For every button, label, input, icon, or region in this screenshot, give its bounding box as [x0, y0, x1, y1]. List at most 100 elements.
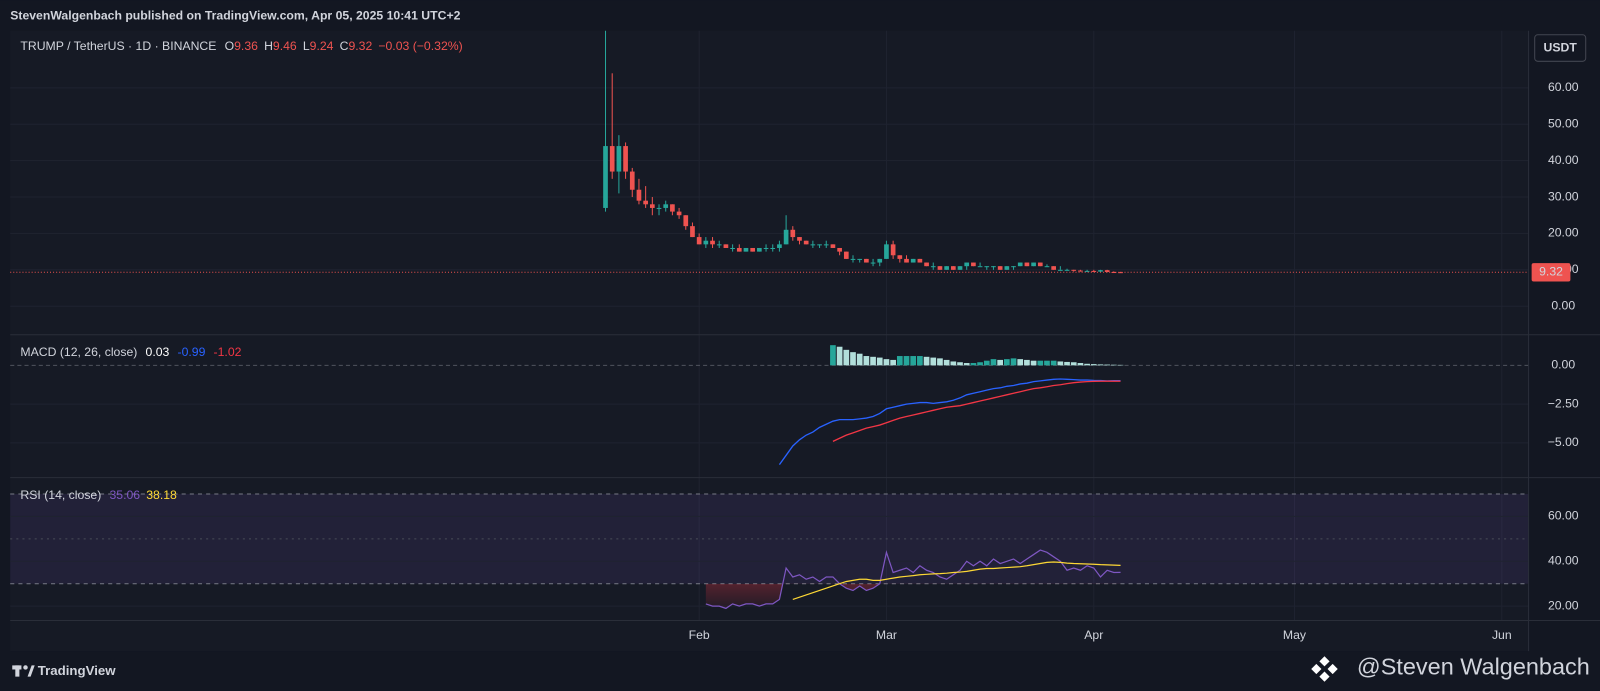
histogram-bar [1017, 359, 1024, 366]
legend: TRUMP / TetherUS · 1D · BINANCE O9.36 H9.4… [20, 39, 462, 53]
ohlc-value: 9.24 [310, 39, 334, 53]
ohlc-value: 9.32 [348, 39, 372, 53]
histogram-bar [997, 359, 1003, 366]
y-tick-label: 60.00 [1548, 80, 1579, 94]
candle-body [1091, 270, 1097, 272]
y-tick-label: 30.00 [1548, 189, 1579, 203]
candle-body [683, 215, 689, 227]
histogram-bar [983, 360, 990, 366]
labels: FebMarAprMayJun0.0010.0020.0030.0040.005… [20, 39, 1579, 642]
candle-body [656, 207, 662, 209]
y-tick-label: 60.00 [1548, 509, 1579, 523]
candle-body [663, 204, 669, 208]
candle-body [670, 204, 675, 212]
histogram-bar [1057, 361, 1064, 366]
histogram-bar [1030, 360, 1037, 366]
histogram-bar [1097, 364, 1104, 366]
indicator-name: RSI (14, close) [20, 488, 101, 502]
candle-body [797, 237, 802, 241]
macd-value: -0.99 [178, 345, 206, 359]
candle-body [977, 266, 983, 268]
candle-body [864, 258, 869, 263]
histogram-bar [923, 356, 930, 366]
currency[interactable]: USDT [1544, 40, 1578, 54]
candle-body [757, 247, 762, 252]
macd-line [778, 378, 1121, 465]
ohlc-key: O [225, 39, 235, 53]
watermark-icon [1311, 656, 1338, 682]
candle-body [850, 258, 856, 260]
candle-body [1031, 262, 1036, 267]
histogram-bar [1003, 359, 1010, 366]
candle-body [1098, 270, 1103, 272]
histogram-bar [1037, 360, 1044, 366]
y-tick-label: 0.00 [1551, 298, 1575, 312]
histogram-bar [843, 349, 850, 366]
rsi-value: 35.06 [109, 488, 140, 502]
candle-body [930, 266, 936, 268]
candle-body [736, 247, 742, 252]
candle-body [603, 146, 608, 208]
y-tick-label: 40.00 [1548, 554, 1579, 568]
candle-body [1004, 266, 1010, 270]
watermark: @Steven Walgenbach [1357, 654, 1590, 680]
histogram-bar [1090, 364, 1097, 366]
candle-body [870, 262, 876, 264]
candle-body [884, 244, 889, 259]
candle-body [1118, 272, 1123, 274]
candle-body [616, 146, 622, 172]
candle-body [1017, 262, 1023, 267]
candle-body [843, 251, 849, 259]
x-tick-label: Jun [1492, 628, 1512, 642]
candle-body [917, 258, 923, 263]
price-label-box [1531, 263, 1571, 282]
candle-body [910, 258, 916, 263]
candle-body [1011, 266, 1016, 268]
x-tick-label: Mar [876, 628, 897, 642]
candle-body [703, 240, 709, 245]
candle-body [623, 146, 628, 172]
y-tick-label: −2.50 [1548, 396, 1579, 410]
candle-body [1044, 266, 1050, 268]
currency-button[interactable] [1534, 34, 1587, 62]
candle-body [763, 247, 769, 250]
candle-body [1064, 269, 1070, 271]
candle-body [750, 247, 756, 252]
candle-body [897, 255, 903, 259]
candle-body [823, 244, 829, 246]
candle-body [991, 266, 996, 268]
marks [10, 30, 1529, 610]
histogram-bar [950, 361, 957, 366]
candle-body [1051, 266, 1057, 270]
histogram-bar [883, 359, 890, 366]
candle-body [810, 244, 816, 246]
candle-body [950, 266, 956, 270]
histogram-bar [863, 356, 870, 366]
legend: RSI (14, close) 35.06 38.18 [20, 488, 177, 502]
candle-body [904, 258, 909, 263]
candle-body [803, 240, 809, 245]
histogram-bar [903, 356, 910, 366]
candle-body [890, 244, 896, 256]
histogram-bar [943, 359, 950, 366]
indicator-name: MACD (12, 26, close) [20, 345, 137, 359]
y-tick-label: 20.00 [1548, 598, 1579, 612]
rsi-ma-value: 38.18 [146, 488, 177, 502]
histogram-bar [937, 358, 943, 366]
candle-body [710, 240, 715, 245]
signal-value: -1.02 [214, 345, 242, 359]
candle-body [964, 262, 970, 267]
ohlc-value: 9.46 [273, 39, 297, 53]
y-tick-label: 20.00 [1548, 226, 1579, 240]
histogram-bar [896, 356, 903, 366]
candle-body [984, 266, 990, 268]
histogram-bar [957, 362, 963, 366]
brand: TradingView [38, 663, 116, 678]
candle-body [817, 244, 822, 246]
candle-body [1078, 270, 1083, 272]
ohlc-key: C [340, 39, 349, 53]
x-tick-label: Apr [1084, 628, 1103, 642]
symbol: TRUMP / TetherUS · 1D · BINANCE [20, 39, 216, 53]
candle-body [696, 237, 702, 245]
